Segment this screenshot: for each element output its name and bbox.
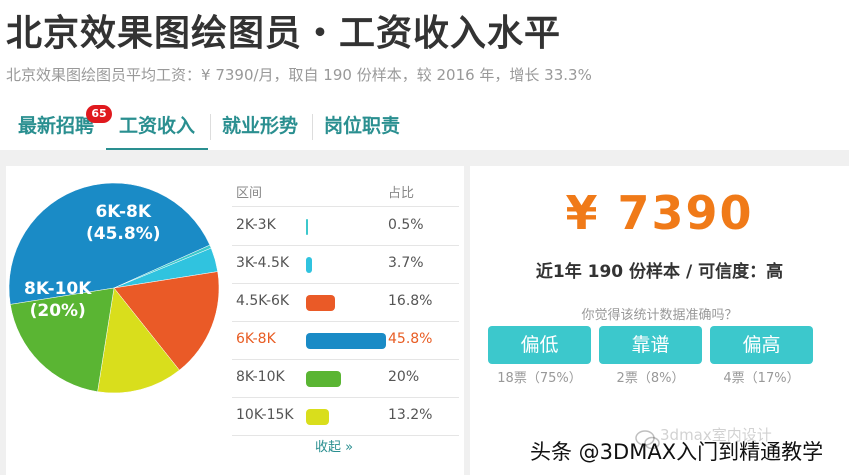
- table-row: 8K-10K 20%: [232, 359, 459, 398]
- pie-label-pct: (20%): [29, 301, 86, 321]
- row-bar: [306, 257, 313, 273]
- pie-label-6k-8k: 6K-8K (45.8%): [86, 201, 161, 245]
- pie-slice-6k-8k: [8, 182, 211, 305]
- tab-employment[interactable]: 就业形势: [221, 115, 298, 137]
- table-header: 区间 占比: [232, 178, 459, 207]
- collapse-link[interactable]: 收起 »: [315, 440, 354, 455]
- vote-high-button[interactable]: 偏高: [710, 326, 813, 364]
- tab-latest-jobs[interactable]: 最新招聘: [17, 115, 94, 137]
- header-pct: 占比: [388, 186, 415, 201]
- row-bar: [306, 371, 341, 387]
- sample-info: 近1年 190 份样本 / 可信度：高: [535, 262, 784, 282]
- row-pct-value: 20%: [388, 369, 420, 385]
- row-range-label: 8K-10K: [236, 369, 285, 385]
- pie-slice-45k-6k: [113, 271, 220, 371]
- pie-label-range: 6K-8K: [95, 202, 152, 222]
- tab-bar: 最新招聘 工资收入 就业形势 岗位职责: [0, 104, 849, 151]
- pie-slice-8k-10k: [10, 287, 115, 392]
- row-range-label: 3K-4.5K: [236, 255, 290, 271]
- row-bar: [306, 219, 308, 235]
- vote-reliable-count: 2票（8%）: [616, 371, 685, 386]
- new-jobs-badge: 65: [86, 105, 112, 123]
- page-subtitle: 北京效果图绘图员平均工资：¥ 7390/月，取自 190 份样本，较 2016 …: [6, 66, 592, 84]
- row-pct-value: 0.5%: [388, 217, 424, 233]
- salary-pie-chart: [8, 182, 220, 394]
- table-row: 2K-3K 0.5%: [232, 207, 459, 246]
- table-row: 6K-8K 45.8%: [232, 321, 459, 360]
- page-title: 北京效果图绘图员・工资收入水平: [6, 13, 562, 54]
- header-range: 区间: [236, 186, 263, 201]
- row-pct-value: 13.2%: [388, 407, 433, 423]
- tab-duties[interactable]: 岗位职责: [323, 115, 400, 137]
- row-range-label: 2K-3K: [236, 217, 276, 233]
- row-bar: [306, 409, 330, 425]
- row-pct-value: 45.8%: [388, 331, 433, 347]
- tab-divider: [312, 114, 313, 140]
- table-row: 10K-15K 13.2%: [232, 397, 459, 436]
- pie-slice-10k-15k: [97, 287, 180, 394]
- pie-label-pct: (45.8%): [86, 224, 161, 244]
- tab-divider: [210, 114, 211, 140]
- summary-panel: [470, 166, 849, 475]
- tab-salary[interactable]: 工资收入: [106, 104, 208, 151]
- row-range-label: 6K-8K: [236, 331, 276, 347]
- table-row: 3K-4.5K 3.7%: [232, 245, 459, 284]
- watermark-ghost-text: 3dmax室内设计: [660, 426, 772, 444]
- row-bar: [306, 295, 336, 311]
- row-bar: [306, 333, 386, 349]
- average-salary: ¥ 7390: [565, 186, 754, 240]
- vote-low-button[interactable]: 偏低: [488, 326, 591, 364]
- pie-label-8k-10k: 8K-10K (20%): [24, 278, 91, 322]
- row-pct-value: 16.8%: [388, 293, 433, 309]
- wechat-logo-icon: [635, 430, 660, 450]
- row-pct-value: 3.7%: [388, 255, 424, 271]
- row-range-label: 4.5K-6K: [236, 293, 290, 309]
- table-row: 4.5K-6K 16.8%: [232, 283, 459, 322]
- accuracy-question: 你觉得该统计数据准确吗？: [581, 308, 738, 323]
- vote-low-count: 18票（75%）: [497, 371, 582, 386]
- vote-reliable-button[interactable]: 靠谱: [599, 326, 702, 364]
- row-range-label: 10K-15K: [236, 407, 294, 423]
- watermark-text: 头条 @3DMAX入门到精通教学: [530, 440, 824, 464]
- vote-high-count: 4票（17%）: [723, 371, 800, 386]
- pie-label-range: 8K-10K: [24, 279, 92, 299]
